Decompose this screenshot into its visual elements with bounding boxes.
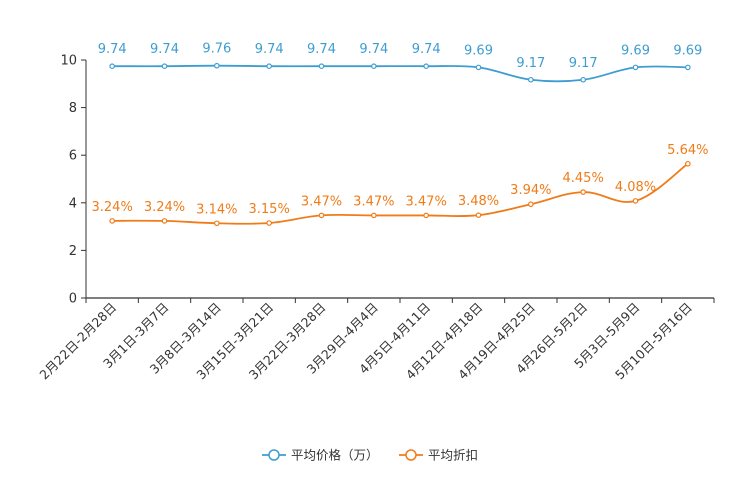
series-0-point xyxy=(318,63,325,69)
legend-label: 平均折扣 xyxy=(428,448,478,463)
series-0-point xyxy=(214,62,220,69)
legend-marker-icon xyxy=(405,449,417,461)
y-tick-label: 2 xyxy=(69,244,77,259)
data-label: 3.47% xyxy=(353,194,394,209)
data-label: 9.74 xyxy=(98,42,127,57)
series-layer xyxy=(109,62,691,227)
data-label: 9.69 xyxy=(673,43,702,58)
y-tick-label: 10 xyxy=(60,54,77,69)
data-label: 3.14% xyxy=(196,202,237,217)
data-label: 9.74 xyxy=(150,42,179,57)
data-label: 9.69 xyxy=(464,43,493,58)
data-labels: 9.74 9.74 9.76 9.74 9.74 9.74 9.74 9.69 9.17 9.17… xyxy=(92,42,709,218)
legend-marker-icon xyxy=(268,449,280,461)
series-0-point xyxy=(423,63,429,69)
series-0-point xyxy=(685,64,691,71)
y-tick-label: 6 xyxy=(69,149,77,164)
series-line-0 xyxy=(112,64,688,83)
legend-item-1[interactable]: 平均折扣 xyxy=(399,448,478,463)
series-0-point xyxy=(580,76,586,83)
data-label: 4.45% xyxy=(563,171,604,186)
series-0-point xyxy=(161,63,168,69)
data-label: 9.17 xyxy=(569,56,598,71)
series-1-point xyxy=(685,160,691,167)
series-1-point xyxy=(475,212,482,218)
data-label: 5.64% xyxy=(667,143,708,158)
series-1-point xyxy=(423,212,429,219)
data-label: 9.69 xyxy=(621,43,650,58)
data-label: 3.15% xyxy=(249,202,290,217)
series-1-point xyxy=(266,220,272,226)
data-label: 9.76 xyxy=(202,42,231,57)
data-label: 4.08% xyxy=(615,180,656,195)
data-label: 9.17 xyxy=(516,56,545,71)
legend-label: 平均价格（万） xyxy=(291,448,379,463)
series-1-point xyxy=(214,220,220,227)
y-tick-label: 0 xyxy=(69,292,77,307)
series-1-point xyxy=(318,212,325,219)
legend[interactable]: 平均价格（万） 平均折扣 xyxy=(262,448,478,463)
axes: 02468102月22日-2月28日3月1日-3月7日3月8日-3月14日3月1… xyxy=(36,54,715,383)
series-0-point xyxy=(632,64,639,71)
series-1-point xyxy=(528,201,534,208)
data-label: 9.74 xyxy=(412,42,441,57)
data-label: 9.74 xyxy=(255,42,284,57)
y-tick-label: 8 xyxy=(69,101,77,116)
y-tick-label: 4 xyxy=(69,196,77,211)
series-0-point xyxy=(109,63,115,69)
data-label: 3.24% xyxy=(144,200,185,215)
series-0-point xyxy=(371,63,377,69)
data-label: 3.24% xyxy=(92,200,133,215)
data-label: 3.47% xyxy=(301,194,342,209)
series-0-point xyxy=(475,64,482,71)
series-0-point xyxy=(266,63,272,69)
series-1-point xyxy=(109,218,115,224)
series-1-point xyxy=(371,212,377,219)
x-tick-label: 2月22日-2月28日 xyxy=(36,300,119,383)
series-line-1 xyxy=(112,163,689,225)
series-1-point xyxy=(161,218,168,224)
series-0-point xyxy=(528,76,534,83)
data-label: 9.74 xyxy=(359,42,388,57)
legend-item-0[interactable]: 平均价格（万） xyxy=(262,448,379,463)
data-label: 3.47% xyxy=(406,194,447,209)
series-1-point xyxy=(580,189,586,195)
data-label: 9.74 xyxy=(307,42,336,57)
data-label: 3.94% xyxy=(510,183,551,198)
data-label: 3.48% xyxy=(458,194,499,209)
series-1-point xyxy=(632,198,639,204)
